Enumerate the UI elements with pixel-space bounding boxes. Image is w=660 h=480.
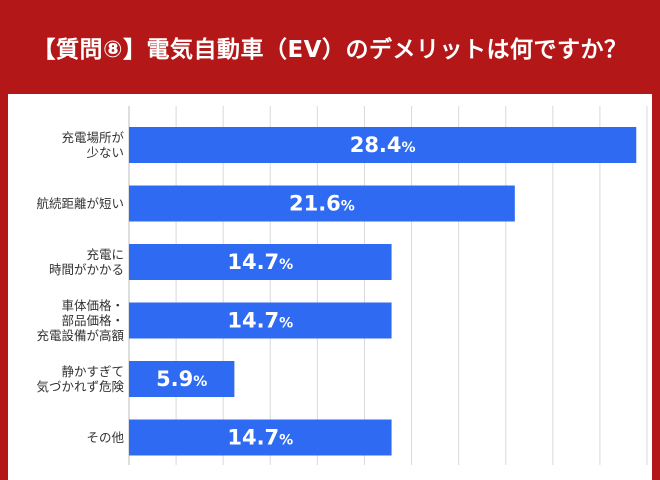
category-label: 充電場所が少ない bbox=[61, 130, 124, 160]
bar-2 bbox=[129, 185, 515, 222]
bar-value-label: 21.6% bbox=[289, 192, 355, 216]
bar-6 bbox=[129, 419, 392, 456]
label-layer: 28.4% 充電場所が少ない 21.6% 航続距離が短い 14.7% 充電に時間がかかる 1… bbox=[36, 130, 415, 450]
bar-value-label: 5.9% bbox=[156, 367, 207, 391]
bar-4 bbox=[129, 302, 392, 339]
bar-value-label: 14.7% bbox=[227, 250, 293, 274]
bar-layer bbox=[129, 127, 637, 456]
bar-value-label: 14.7% bbox=[227, 426, 293, 450]
grid-layer bbox=[128, 106, 648, 465]
bar-1 bbox=[129, 127, 637, 163]
bar-3 bbox=[129, 244, 392, 280]
bar-5 bbox=[129, 361, 235, 397]
bar-value-label: 28.4% bbox=[350, 133, 416, 157]
bar-value-label: 14.7% bbox=[227, 309, 293, 333]
category-label: 充電に時間がかかる bbox=[49, 247, 124, 277]
category-label: 静かすぎて気づかれず危険 bbox=[36, 364, 124, 394]
chart-title: 【質問⑧】電気自動車（EV）のデメリットは何ですか？ bbox=[32, 37, 628, 63]
category-label: 航続距離が短い bbox=[36, 196, 124, 211]
category-label: 車体価格・部品価格・充電設備が高額 bbox=[36, 298, 124, 343]
category-label: その他 bbox=[86, 430, 124, 445]
